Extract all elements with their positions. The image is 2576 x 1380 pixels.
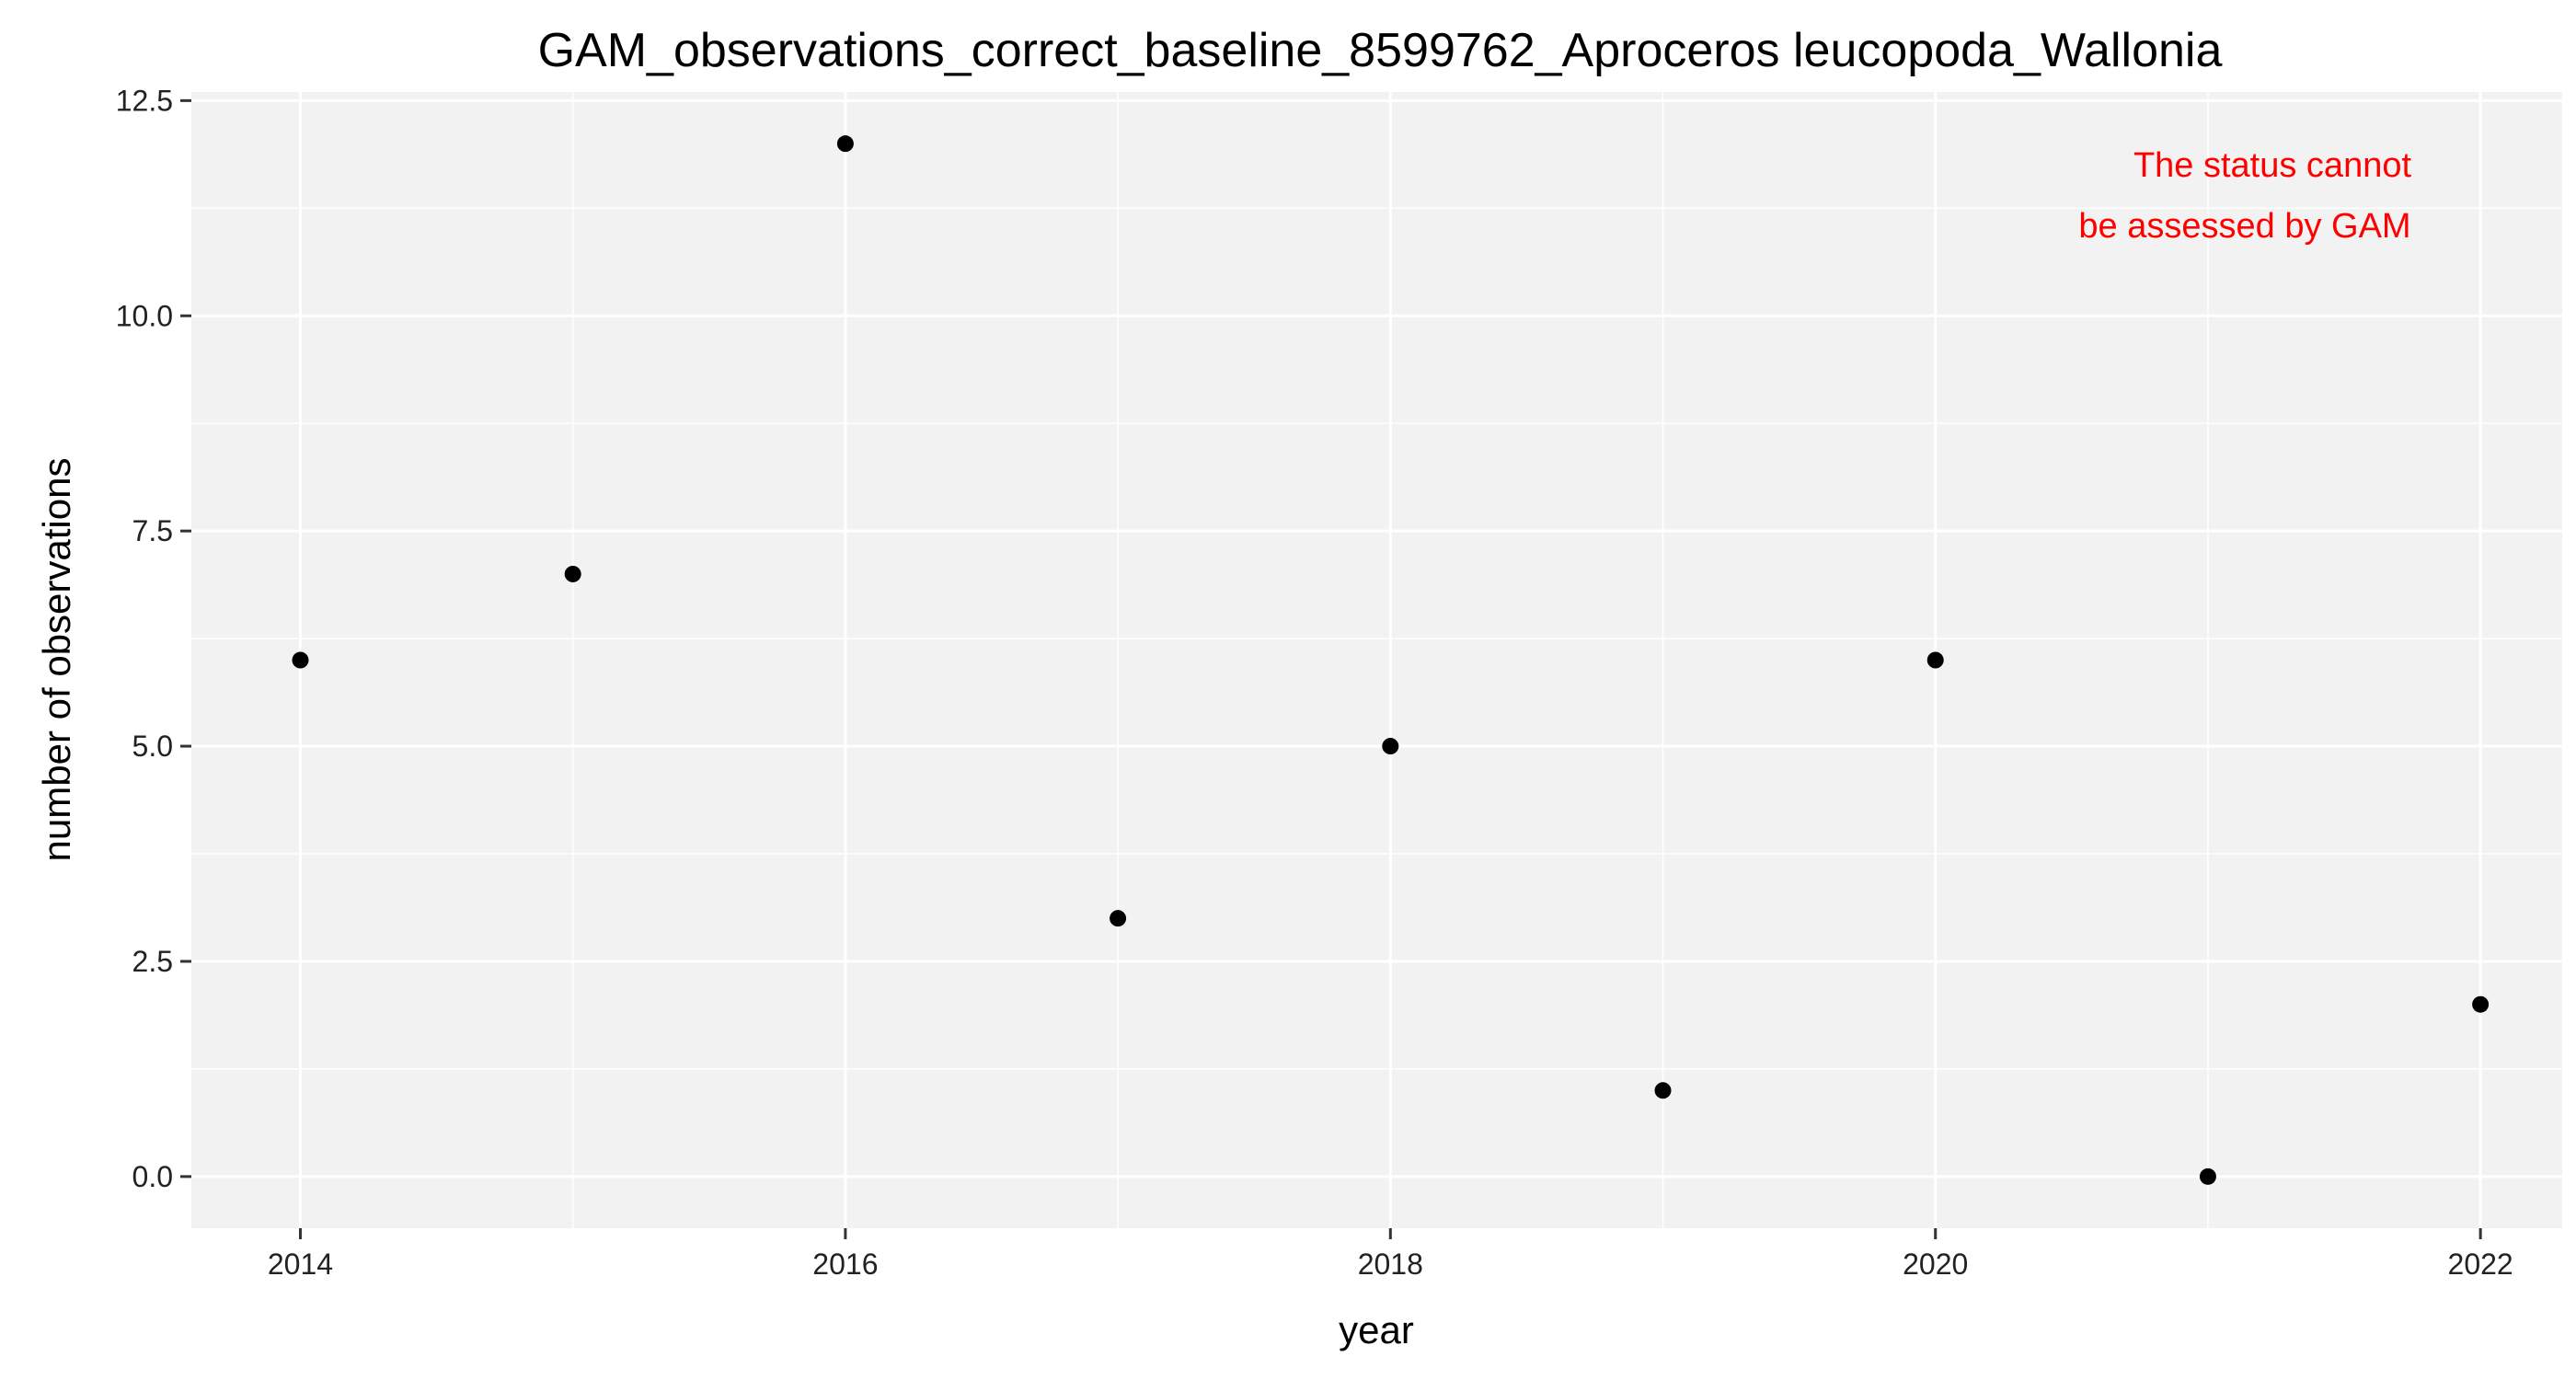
data-point	[836, 135, 854, 153]
data-point	[2472, 995, 2490, 1013]
chart-title: GAM_observations_correct_baseline_859976…	[538, 24, 2223, 77]
major-gridlines	[191, 92, 2562, 1228]
y-tick-label: 0.0	[132, 1160, 173, 1193]
x-tick-label: 2014	[268, 1248, 333, 1281]
status-annotation-line-2: be assessed by GAM	[2078, 207, 2410, 246]
y-tick-label: 2.5	[132, 945, 173, 978]
data-point	[1654, 1082, 1672, 1099]
x-axis-title: year	[1339, 1308, 1414, 1351]
data-points	[292, 135, 2490, 1185]
data-point	[1382, 738, 1399, 755]
data-point	[2199, 1167, 2216, 1185]
data-point	[564, 565, 581, 582]
status-annotation-line-1: The status cannot	[2133, 146, 2412, 185]
data-point	[1926, 651, 1944, 669]
y-tick-label: 12.5	[116, 84, 173, 117]
y-tick-label: 10.0	[116, 299, 173, 332]
x-tick-label: 2016	[812, 1248, 878, 1281]
y-tick-label: 5.0	[132, 730, 173, 763]
plot-panel	[191, 92, 2562, 1228]
x-tick-label: 2020	[1903, 1248, 1968, 1281]
x-tick-label: 2022	[2448, 1248, 2513, 1281]
minor-gridlines	[191, 92, 2562, 1228]
y-axis-title: number of observations	[35, 458, 78, 862]
data-point	[292, 651, 309, 669]
data-point	[1110, 910, 1127, 927]
x-axis-ticks: 2014 2016 2018 2020 2022	[268, 1228, 2513, 1281]
y-tick-label: 7.5	[132, 514, 173, 547]
y-axis-ticks: 0.0 2.5 5.0 7.5 10.0 12.5	[116, 84, 191, 1193]
x-tick-label: 2018	[1358, 1248, 1423, 1281]
